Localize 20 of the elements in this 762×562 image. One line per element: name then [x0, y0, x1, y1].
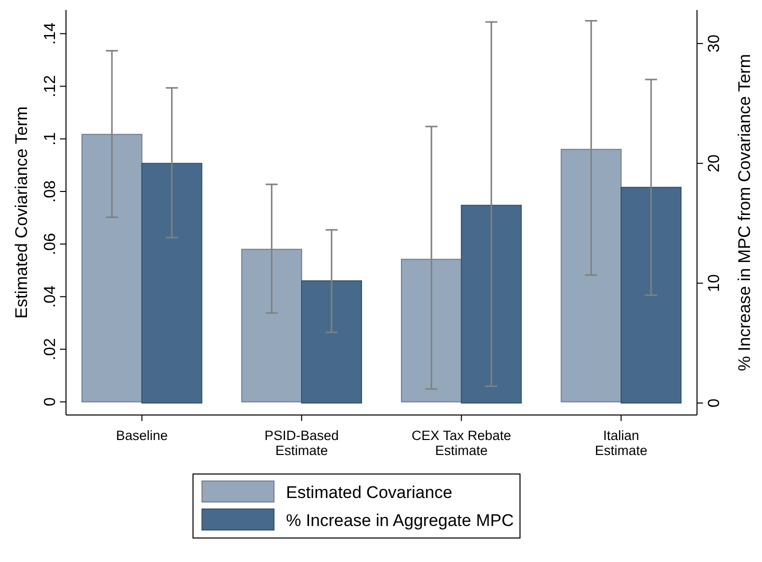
- legend-label: Estimated Covariance: [286, 483, 452, 502]
- y2-tick-label: 10: [706, 274, 723, 292]
- x-tick-label: Italian Estimate: [594, 428, 648, 458]
- x-tick-label: PSID-Based Estimate: [264, 428, 339, 458]
- y-tick-label: 0: [42, 397, 59, 406]
- y-axis-title: Estimated Coviariance Term: [12, 106, 31, 319]
- y-tick-label: .14: [42, 22, 59, 45]
- y2-tick-label: 30: [706, 34, 723, 52]
- y-tick-label: .1: [42, 132, 59, 146]
- legend-label: % Increase in Aggregate MPC: [286, 511, 514, 530]
- x-tick-label: CEX Tax Rebate Estimate: [412, 428, 512, 458]
- y-tick-label: .02: [42, 338, 59, 360]
- y-tick-label: .04: [42, 285, 59, 308]
- y2-tick-label: 20: [706, 154, 723, 172]
- y2-axis-title: % Increase in MPC from Covariance Term: [735, 54, 754, 372]
- y-tick-label: .08: [42, 180, 59, 203]
- x-tick-label: Baseline: [116, 428, 168, 443]
- y-tick-label: .12: [42, 75, 59, 98]
- y-tick-label: .06: [42, 232, 59, 256]
- y2-tick-label: 0: [706, 398, 723, 408]
